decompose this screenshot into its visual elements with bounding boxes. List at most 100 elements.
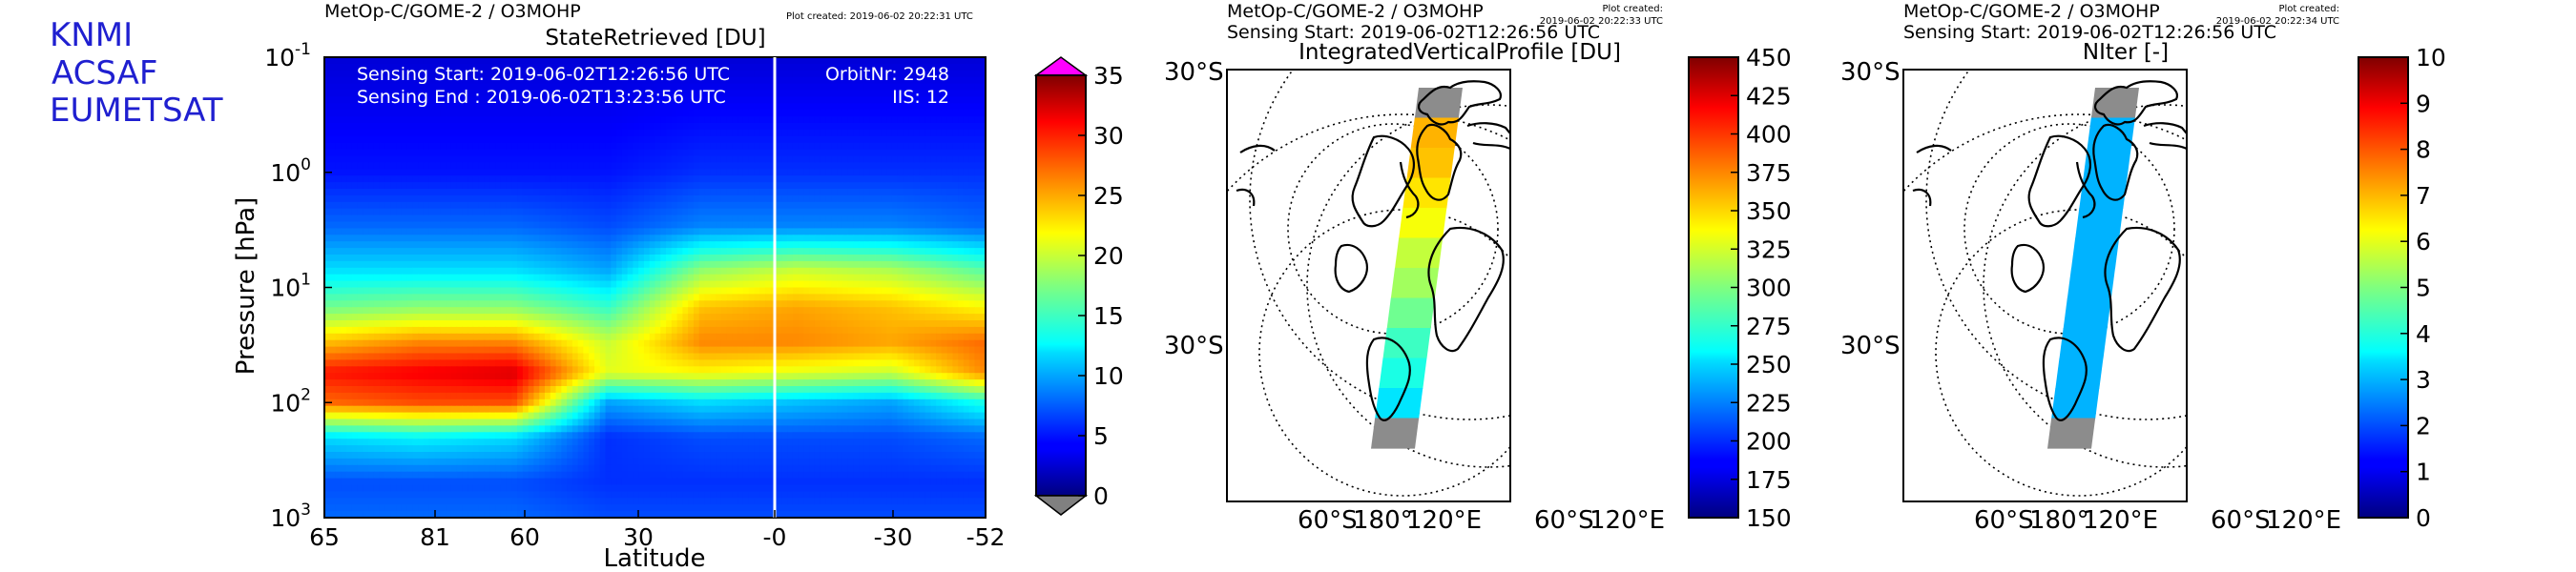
heatmap-cell bbox=[577, 57, 585, 65]
heatmap-cell bbox=[847, 221, 855, 229]
heatmap-cell bbox=[952, 307, 959, 315]
heatmap-cell bbox=[781, 300, 788, 308]
heatmap-cell bbox=[335, 255, 342, 262]
heatmap-cell bbox=[346, 129, 353, 137]
heatmap-cell bbox=[599, 110, 607, 117]
heatmap-cell bbox=[798, 214, 805, 223]
heatmap-cell bbox=[599, 96, 607, 104]
heatmap-cell bbox=[869, 90, 877, 97]
heatmap-cell bbox=[373, 241, 381, 249]
heatmap-cell bbox=[814, 307, 821, 315]
heatmap-cell bbox=[593, 83, 601, 92]
heatmap-cell bbox=[913, 123, 921, 131]
heatmap-cell bbox=[654, 57, 661, 65]
heatmap-cell bbox=[472, 255, 480, 262]
heatmap-cell bbox=[963, 320, 970, 328]
heatmap-cell bbox=[924, 90, 931, 97]
heatmap-cell bbox=[500, 201, 508, 210]
heatmap-cell bbox=[324, 142, 331, 151]
heatmap-cell bbox=[654, 189, 661, 196]
heatmap-cell bbox=[853, 255, 860, 262]
heatmap-cell bbox=[555, 320, 562, 328]
heatmap-cell bbox=[710, 129, 717, 137]
heatmap-cell bbox=[583, 70, 590, 78]
heatmap-cell bbox=[825, 287, 832, 295]
heatmap-cell bbox=[897, 267, 904, 276]
heatmap-cell bbox=[589, 214, 595, 223]
heatmap-cell bbox=[335, 201, 342, 210]
heatmap-cell bbox=[831, 314, 838, 321]
heatmap-cell bbox=[621, 57, 629, 65]
heatmap-cell bbox=[550, 70, 557, 78]
heatmap-cell bbox=[930, 320, 937, 328]
heatmap-cell bbox=[897, 228, 904, 235]
heatmap-cell bbox=[963, 70, 970, 78]
heatmap-cell bbox=[946, 274, 953, 282]
heatmap-cell bbox=[379, 235, 386, 242]
heatmap-cell bbox=[693, 214, 700, 223]
heatmap-cell bbox=[346, 248, 353, 255]
heatmap-cell bbox=[710, 300, 717, 308]
heatmap-cell bbox=[329, 287, 337, 295]
heatmap-cell bbox=[720, 116, 728, 124]
heatmap-cell bbox=[654, 280, 661, 289]
heatmap-cell bbox=[522, 214, 530, 223]
heatmap-cell bbox=[506, 274, 512, 282]
heatmap-cell bbox=[571, 149, 579, 157]
heatmap-cell bbox=[357, 189, 364, 196]
heatmap-cell bbox=[390, 135, 397, 144]
heatmap-cell bbox=[698, 96, 706, 104]
heatmap-cell bbox=[605, 83, 612, 92]
heatmap-cell bbox=[368, 142, 375, 151]
heatmap-cell bbox=[869, 320, 877, 328]
heatmap-cell bbox=[908, 96, 915, 104]
heatmap-cell bbox=[886, 110, 893, 117]
heatmap-cell bbox=[759, 320, 766, 328]
heatmap-cell bbox=[798, 255, 805, 262]
heatmap-cell bbox=[550, 228, 557, 235]
heatmap-cell bbox=[373, 194, 381, 203]
heatmap-cell bbox=[787, 90, 794, 97]
heatmap-cell bbox=[627, 63, 634, 72]
heatmap-cell bbox=[859, 267, 865, 276]
heatmap-cell bbox=[533, 63, 540, 72]
heatmap-cell bbox=[611, 314, 617, 321]
heatmap-cell bbox=[903, 307, 909, 315]
heatmap-cell bbox=[716, 142, 722, 151]
heatmap-cell bbox=[522, 155, 530, 163]
heatmap-cell bbox=[611, 155, 617, 163]
heatmap-cell bbox=[593, 201, 601, 210]
heatmap-cell bbox=[704, 182, 711, 190]
heatmap-cell bbox=[478, 70, 486, 78]
heatmap-cell bbox=[759, 267, 766, 276]
heatmap-cell bbox=[716, 83, 722, 92]
heatmap-cell bbox=[550, 241, 557, 249]
heatmap-cell bbox=[511, 267, 518, 276]
heatmap-cell bbox=[671, 175, 678, 183]
heatmap-cell bbox=[881, 235, 887, 242]
heatmap-cell bbox=[616, 314, 623, 321]
heatmap-cell bbox=[621, 142, 629, 151]
heatmap-cell bbox=[781, 189, 788, 196]
heatmap-cell bbox=[511, 201, 518, 210]
heatmap-cell bbox=[886, 314, 893, 321]
heatmap-cell bbox=[891, 90, 899, 97]
heatmap-cell bbox=[489, 175, 496, 183]
heatmap-cell bbox=[484, 326, 490, 335]
heatmap-cell bbox=[737, 135, 744, 144]
heatmap-cell bbox=[952, 96, 959, 104]
heatmap-cell bbox=[903, 135, 909, 144]
heatmap-cell bbox=[781, 63, 788, 72]
heatmap-cell bbox=[875, 135, 882, 144]
heatmap-cell bbox=[897, 123, 904, 131]
heatmap-cell bbox=[511, 235, 518, 242]
heatmap-cell bbox=[688, 214, 695, 223]
heatmap-cell bbox=[379, 83, 386, 92]
heatmap-cell bbox=[908, 135, 915, 144]
heatmap-cell bbox=[390, 149, 397, 157]
heatmap-cell bbox=[881, 228, 887, 235]
heatmap-cell bbox=[384, 300, 391, 308]
heatmap-cell bbox=[671, 235, 678, 242]
heatmap-cell bbox=[781, 182, 788, 190]
heatmap-cell bbox=[363, 280, 369, 289]
